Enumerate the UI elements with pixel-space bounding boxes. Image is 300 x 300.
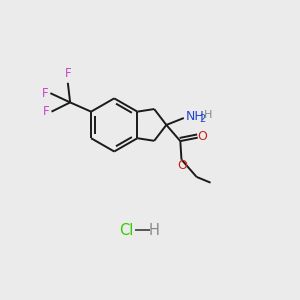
Text: O: O (197, 130, 207, 143)
Text: O: O (177, 159, 187, 172)
Text: F: F (41, 87, 48, 100)
Text: H: H (204, 110, 212, 120)
Text: NH: NH (186, 110, 204, 123)
Text: 2: 2 (200, 114, 206, 124)
Text: F: F (64, 68, 71, 80)
Text: F: F (43, 105, 49, 118)
Text: H: H (148, 223, 159, 238)
Text: Cl: Cl (119, 223, 133, 238)
